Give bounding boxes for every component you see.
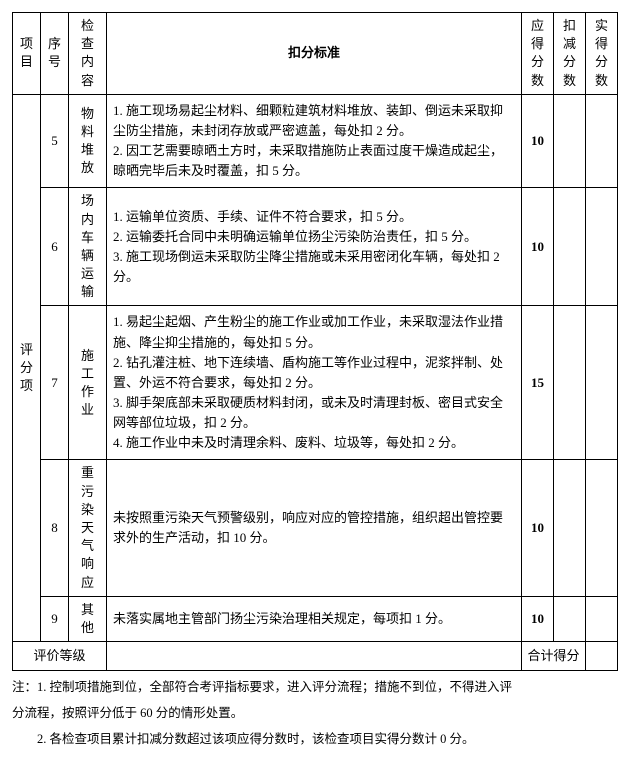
actual-cell xyxy=(586,596,618,641)
note-2: 2. 各检查项目累计扣减分数超过该项应得分数时，该检查项目实得分数计 0 分。 xyxy=(12,729,618,749)
table-header-row: 项目 序号 检查内容 扣分标准 应得分数 扣减分数 实得分数 xyxy=(13,13,618,95)
check-cell: 施工作业 xyxy=(69,306,107,460)
seq-cell: 5 xyxy=(41,94,69,188)
criteria-cell: 1. 运输单位资质、手续、证件不符合要求，扣 5 分。2. 运输委托合同中未明确… xyxy=(107,188,522,306)
deduct-cell xyxy=(554,94,586,188)
check-cell: 物料堆放 xyxy=(69,94,107,188)
seq-cell: 9 xyxy=(41,596,69,641)
col-seq: 序号 xyxy=(41,13,69,95)
should-cell: 15 xyxy=(522,306,554,460)
check-cell: 场内车辆运输 xyxy=(69,188,107,306)
col-project: 项目 xyxy=(13,13,41,95)
table-row: 7施工作业1. 易起尘起烟、产生粉尘的施工作业或加工作业，未采取湿法作业措施、降… xyxy=(13,306,618,460)
criteria-cell: 1. 施工现场易起尘材料、细颗粒建筑材料堆放、装卸、倒运未采取抑尘防尘措施，未封… xyxy=(107,94,522,188)
col-check: 检查内容 xyxy=(69,13,107,95)
should-cell: 10 xyxy=(522,596,554,641)
col-criteria: 扣分标准 xyxy=(107,13,522,95)
col-should: 应得分数 xyxy=(522,13,554,95)
check-cell: 重污染天气响应 xyxy=(69,460,107,596)
seq-cell: 7 xyxy=(41,306,69,460)
actual-cell xyxy=(586,188,618,306)
seq-cell: 8 xyxy=(41,460,69,596)
actual-cell xyxy=(586,460,618,596)
actual-cell xyxy=(586,94,618,188)
criteria-cell: 未按照重污染天气预警级别，响应对应的管控措施，组织超出管控要求外的生产活动，扣 … xyxy=(107,460,522,596)
deduct-cell xyxy=(554,596,586,641)
should-cell: 10 xyxy=(522,94,554,188)
total-label: 合计得分 xyxy=(522,642,586,671)
table-row: 9其他未落实属地主管部门扬尘污染治理相关规定，每项扣 1 分。10 xyxy=(13,596,618,641)
check-cell: 其他 xyxy=(69,596,107,641)
deduct-cell xyxy=(554,306,586,460)
criteria-cell: 未落实属地主管部门扬尘污染治理相关规定，每项扣 1 分。 xyxy=(107,596,522,641)
should-cell: 10 xyxy=(522,460,554,596)
scoring-table: 项目 序号 检查内容 扣分标准 应得分数 扣减分数 实得分数 评分项5物料堆放1… xyxy=(12,12,618,671)
seq-cell: 6 xyxy=(41,188,69,306)
table-row: 评分项5物料堆放1. 施工现场易起尘材料、细颗粒建筑材料堆放、装卸、倒运未采取抑… xyxy=(13,94,618,188)
deduct-cell xyxy=(554,460,586,596)
note-1: 注：1. 控制项措施到位，全部符合考评指标要求，进入评分流程；措施不到位，不得进… xyxy=(12,677,618,697)
total-value xyxy=(586,642,618,671)
col-actual: 实得分数 xyxy=(586,13,618,95)
should-cell: 10 xyxy=(522,188,554,306)
table-row: 8重污染天气响应未按照重污染天气预警级别，响应对应的管控措施，组织超出管控要求外… xyxy=(13,460,618,596)
col-deduct: 扣减分数 xyxy=(554,13,586,95)
rating-label: 评价等级 xyxy=(13,642,107,671)
table-row: 6场内车辆运输1. 运输单位资质、手续、证件不符合要求，扣 5 分。2. 运输委… xyxy=(13,188,618,306)
deduct-cell xyxy=(554,188,586,306)
actual-cell xyxy=(586,306,618,460)
section-label: 评分项 xyxy=(13,94,41,641)
rating-value xyxy=(107,642,522,671)
footer-row: 评价等级 合计得分 xyxy=(13,642,618,671)
criteria-cell: 1. 易起尘起烟、产生粉尘的施工作业或加工作业，未采取湿法作业措施、降尘抑尘措施… xyxy=(107,306,522,460)
note-1b: 分流程，按照评分低于 60 分的情形处置。 xyxy=(12,703,618,723)
